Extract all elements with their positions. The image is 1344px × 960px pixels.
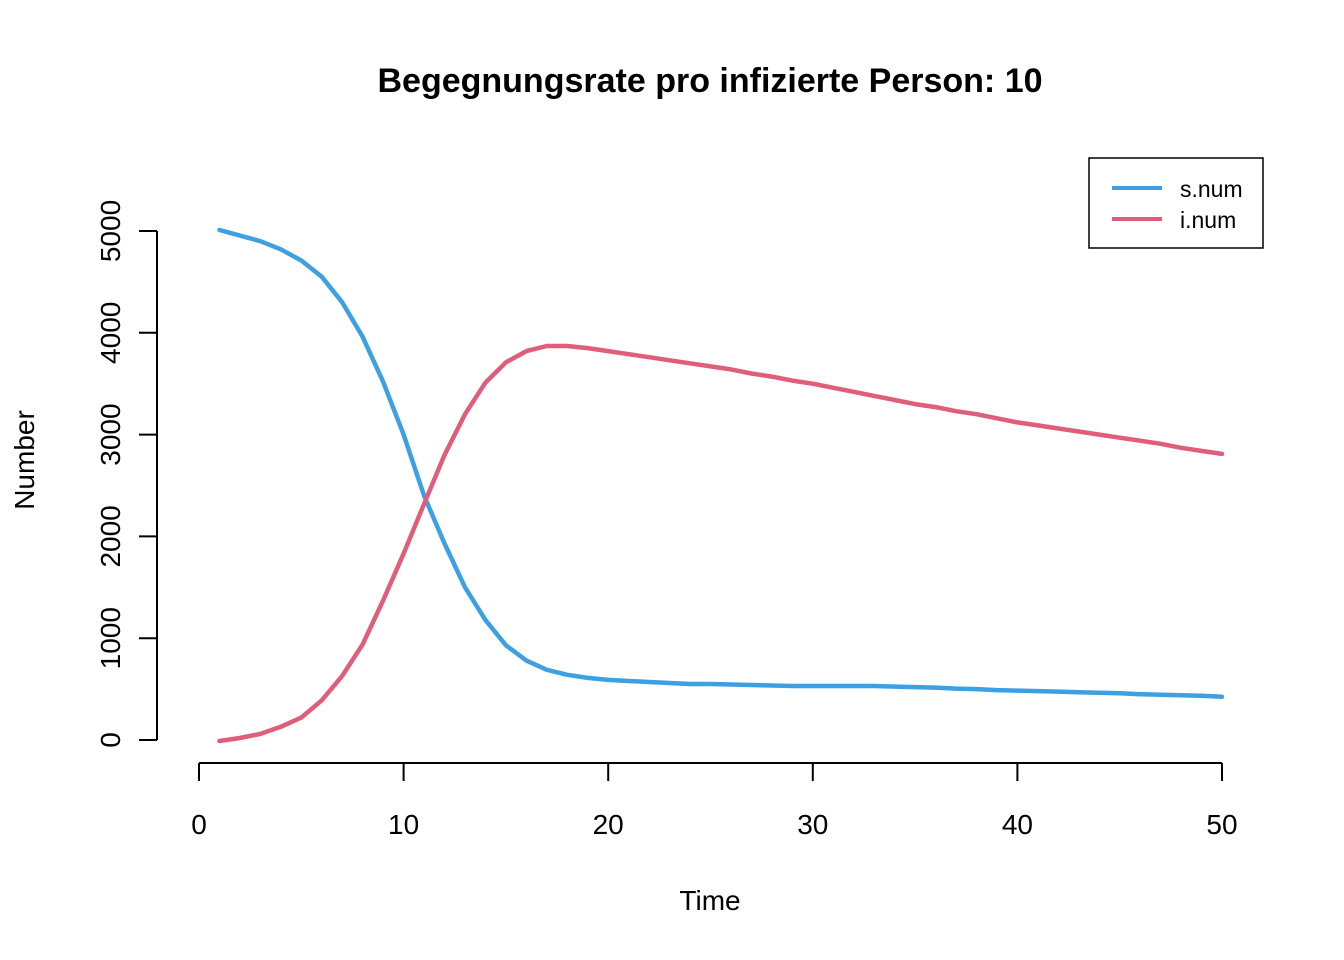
legend-label-i-num: i.num <box>1180 207 1236 233</box>
x-axis-ticks: 0 10 20 30 40 50 <box>191 763 1238 840</box>
legend-label-s-num: s.num <box>1180 176 1243 202</box>
y-axis-label: Number <box>9 410 40 510</box>
series-line-i-num <box>217 343 1225 744</box>
y-tick-label: 2000 <box>95 505 126 567</box>
x-tick-label: 0 <box>191 809 207 840</box>
chart-title: Begegnungsrate pro infizierte Person: 10 <box>377 62 1042 100</box>
legend: s.num i.num <box>1088 157 1264 249</box>
y-tick-label: 0 <box>95 732 126 748</box>
y-tick-label: 1000 <box>95 607 126 669</box>
x-axis-label: Time <box>679 885 740 916</box>
x-tick-label: 40 <box>1002 809 1033 840</box>
x-tick-label: 20 <box>593 809 624 840</box>
x-tick-label: 30 <box>797 809 828 840</box>
y-tick-label: 3000 <box>95 403 126 465</box>
y-axis-ticks: 0 1000 2000 3000 4000 5000 <box>95 200 157 748</box>
series-group <box>217 227 1225 744</box>
x-tick-label: 50 <box>1206 809 1237 840</box>
y-tick-label: 4000 <box>95 302 126 364</box>
series-line-s-num <box>217 227 1225 699</box>
legend-box <box>1088 157 1264 249</box>
y-tick-label: 5000 <box>95 200 126 262</box>
x-tick-label: 10 <box>388 809 419 840</box>
